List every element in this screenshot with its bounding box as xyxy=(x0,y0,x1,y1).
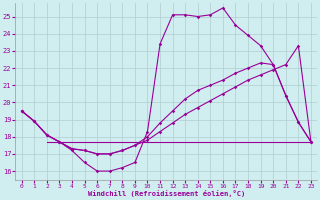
X-axis label: Windchill (Refroidissement éolien,°C): Windchill (Refroidissement éolien,°C) xyxy=(88,190,245,197)
